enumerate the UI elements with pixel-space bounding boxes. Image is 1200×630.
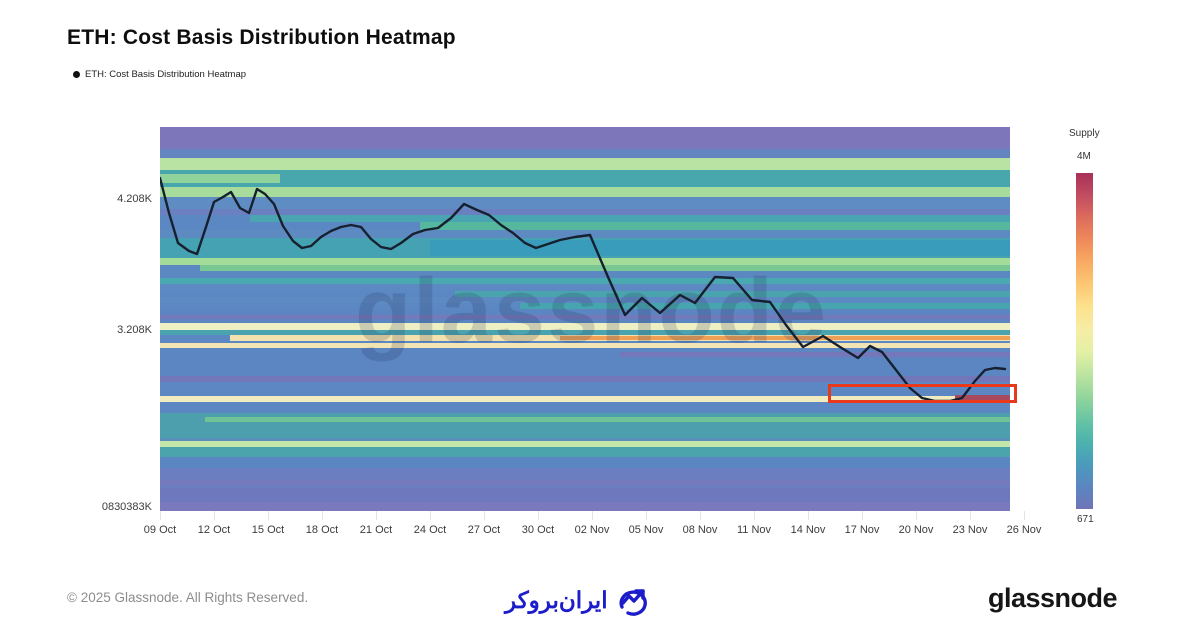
x-axis-tick-label: 11 Nov [736,524,772,536]
x-axis-tick [916,511,917,520]
glassnode-wordmark: glassnode [988,583,1118,613]
x-axis-tick-label: 12 Oct [197,524,231,536]
heatmap-band [160,502,1010,511]
copyright-text: © 2025 Glassnode. All Rights Reserved. [67,590,309,605]
x-axis-tick-label: 27 Oct [467,524,501,536]
x-axis-tick-label: 14 Nov [790,524,826,536]
x-axis-tick-label: 20 Nov [898,524,934,536]
x-axis-tick-label: 09 Oct [143,524,177,536]
heatmap-band [160,457,1010,468]
x-axis-tick-label: 08 Nov [682,524,718,536]
heatmap-band [160,480,1010,485]
x-axis-tick [484,511,485,520]
x-axis-tick-label: 17 Nov [844,524,880,536]
heatmap-band [205,417,1010,422]
supply-colorbar [1076,173,1093,509]
heatmap-band [160,315,1010,319]
legend-dot-icon [73,71,80,78]
legend[interactable]: ETH: Cost Basis Distribution Heatmap [73,69,246,80]
x-axis-tick-label: 21 Oct [359,524,393,536]
x-axis-tick-label: 15 Oct [251,524,285,536]
heatmap-band [160,284,1010,291]
colorbar-max-label: 4M [1077,151,1091,162]
y-axis-tick-label: 4.208K [117,193,152,205]
iranbroker-trend-circle-icon [619,589,647,616]
heatmap-band [160,441,1010,447]
legend-label: ETH: Cost Basis Distribution Heatmap [85,69,247,80]
x-axis-tick-label: 26 Nov [1006,524,1042,536]
x-axis-tick [862,511,863,520]
x-axis-tick-label: 18 Oct [305,524,339,536]
heatmap-band [560,336,1010,340]
heatmap-band [430,240,1010,256]
x-axis-tick-label: 30 Oct [521,524,555,536]
heatmap-band [160,187,1010,197]
x-axis-tick [1024,511,1025,520]
x-axis-tick [268,511,269,520]
heatmap-band [160,447,1010,457]
x-axis-tick [592,511,593,520]
heatmap-band [250,215,1010,222]
heatmap-band [420,222,1010,230]
x-axis-tick-label: 23 Nov [952,524,988,536]
x-axis-tick-label: 05 Nov [628,524,664,536]
colorbar-title: Supply [1069,128,1100,139]
iranbroker-logo-text: ایران‌بروکر [505,586,608,613]
heatmap-plot[interactable] [160,127,1010,511]
heatmap-band [160,127,1010,149]
heatmap-band [160,438,1010,441]
y-axis-tick-label: 3.208K [117,324,152,336]
heatmap-band [160,468,1010,488]
heatmap-band [160,402,1010,413]
x-axis-tick-label: 24 Oct [413,524,447,536]
x-axis-tick [808,511,809,520]
chart-title: ETH: Cost Basis Distribution Heatmap [67,26,456,49]
colorbar-min-label: 671 [1077,514,1094,525]
heatmap-band [160,488,1010,502]
heatmap-band [160,170,1010,187]
heatmap-band [160,149,1010,158]
x-axis-tick-label: 02 Nov [574,524,610,536]
y-axis-tick-label: 0830383K [101,501,152,513]
x-axis-tick [376,511,377,520]
heatmap-band [160,174,280,183]
heatmap-band [160,258,1010,265]
heatmap-band [160,230,1010,238]
x-axis-tick [538,511,539,520]
x-axis-tick [646,511,647,520]
x-axis-tick [160,511,161,520]
heatmap-band [620,352,1010,357]
iranbroker-logo[interactable]: ایران‌بروکر [505,583,654,617]
heatmap-band [160,271,1010,278]
x-axis-tick [430,511,431,520]
heatmap-band [160,197,1010,209]
x-axis-tick [214,511,215,520]
x-axis-tick [970,511,971,520]
x-axis-tick [754,511,755,520]
heatmap-band [160,158,1010,170]
x-axis-tick [700,511,701,520]
heatmap-band [160,323,1010,330]
highlight-annotation-box [828,384,1017,403]
x-axis-tick [322,511,323,520]
